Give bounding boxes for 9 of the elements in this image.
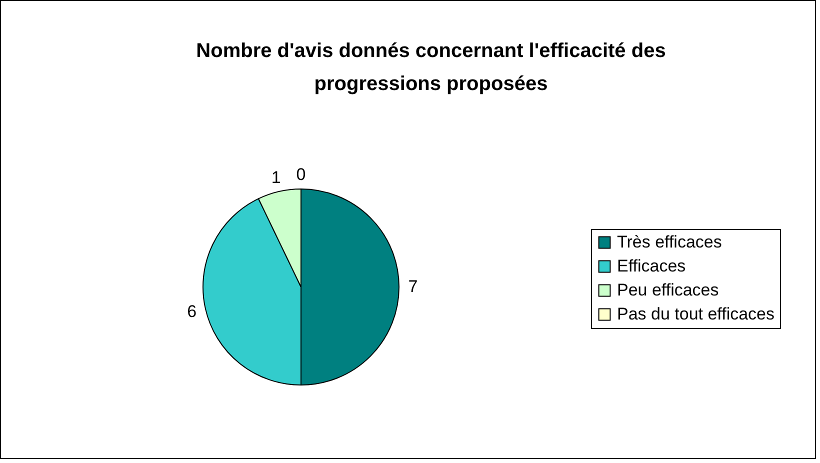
legend-label: Efficaces xyxy=(617,256,686,276)
data-label: 7 xyxy=(408,277,418,296)
legend-label: Peu efficaces xyxy=(617,280,719,300)
data-label: 1 xyxy=(271,168,281,187)
data-label: 6 xyxy=(187,302,197,321)
legend-label: Très efficaces xyxy=(617,232,722,252)
chart-title: Nombre d'avis donnés concernant l'efficacité des progressions proposées xyxy=(196,40,666,95)
legend-label: Pas du tout efficaces xyxy=(617,304,775,324)
text: 0 xyxy=(296,165,306,184)
